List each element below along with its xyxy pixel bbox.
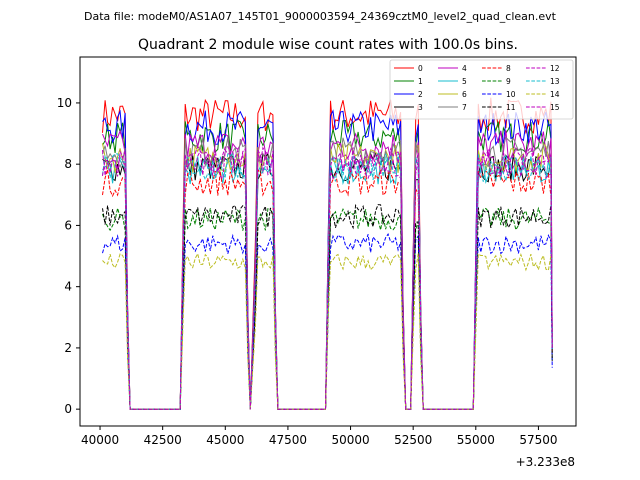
y-tick-label: 2: [64, 341, 72, 355]
legend-label-13: 13: [550, 77, 560, 86]
y-tick-label: 8: [64, 157, 72, 171]
series-line-14: [102, 252, 552, 410]
chart-suptitle: Data file: modeM0/AS1A07_145T01_90000035…: [84, 10, 557, 23]
series-line-10: [102, 232, 553, 410]
series-line-9: [102, 206, 553, 410]
legend-box: [389, 59, 574, 120]
series-line-8: [102, 169, 553, 410]
legend-label-14: 14: [550, 90, 560, 99]
x-tick-label: 40000: [81, 433, 119, 447]
y-axis-ticks: 0 2 4 6 8 10: [57, 96, 80, 416]
x-tick-label: 50000: [331, 433, 369, 447]
series-line-15: [102, 145, 553, 410]
x-tick-label: 55000: [457, 433, 495, 447]
series-line-2: [102, 109, 553, 410]
legend-label-15: 15: [550, 103, 560, 112]
legend-label-0: 0: [418, 64, 423, 73]
legend-label-12: 12: [550, 64, 560, 73]
axes-frame: [79, 56, 577, 427]
y-tick-label: 0: [64, 402, 72, 416]
y-tick-label: 6: [64, 218, 72, 232]
legend-label-10: 10: [506, 90, 516, 99]
x-tick-label: 52500: [394, 433, 432, 447]
x-tick-label: 47500: [269, 433, 307, 447]
x-tick-label: 45000: [206, 433, 244, 447]
series-line-4: [102, 129, 553, 410]
plot-lines: [102, 97, 553, 410]
series-line-7: [102, 136, 553, 410]
legend-label-5: 5: [462, 77, 467, 86]
y-tick-label: 4: [64, 280, 72, 294]
legend-label-9: 9: [506, 77, 511, 86]
legend-label-11: 11: [506, 103, 516, 112]
legend-label-3: 3: [418, 103, 423, 112]
x-tick-label: 42500: [144, 433, 182, 447]
series-line-5: [102, 155, 553, 410]
x-tick-label: 57500: [519, 433, 557, 447]
chart-title: Quadrant 2 module wise count rates with …: [138, 37, 518, 53]
series-line-11: [102, 203, 553, 410]
series-line-6: [102, 142, 553, 410]
series-line-13: [102, 152, 553, 410]
y-tick-label: 10: [57, 96, 72, 110]
x-offset-label: +3.233e8: [516, 455, 575, 469]
series-line-1: [102, 119, 553, 410]
legend-label-4: 4: [462, 64, 467, 73]
legend-label-6: 6: [462, 90, 467, 99]
series-line-12: [102, 148, 553, 410]
legend-label-8: 8: [506, 64, 511, 73]
legend-label-2: 2: [418, 90, 423, 99]
x-axis-ticks: 40000 42500 45000 47500 50000 52500 55000 57500: [81, 426, 558, 447]
legend-label-1: 1: [418, 77, 423, 86]
legend-label-7: 7: [462, 103, 467, 112]
